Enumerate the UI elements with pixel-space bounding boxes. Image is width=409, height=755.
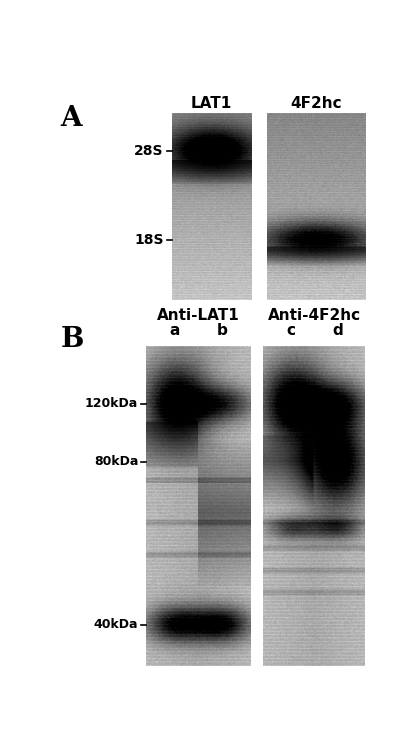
Text: 120kDa: 120kDa bbox=[85, 397, 138, 411]
Text: b: b bbox=[217, 322, 228, 337]
Text: 80kDa: 80kDa bbox=[94, 455, 138, 468]
Text: d: d bbox=[332, 322, 343, 337]
Text: LAT1: LAT1 bbox=[191, 96, 232, 111]
Text: 28S: 28S bbox=[134, 144, 164, 158]
Text: c: c bbox=[286, 322, 295, 337]
Text: Anti-4F2hc: Anti-4F2hc bbox=[267, 308, 361, 323]
Text: 18S: 18S bbox=[134, 233, 164, 248]
Text: A: A bbox=[61, 105, 82, 132]
Text: a: a bbox=[169, 322, 180, 337]
Text: 40kDa: 40kDa bbox=[94, 618, 138, 631]
Text: Anti-LAT1: Anti-LAT1 bbox=[157, 308, 240, 323]
Text: 4F2hc: 4F2hc bbox=[290, 96, 342, 111]
Text: B: B bbox=[61, 326, 84, 353]
